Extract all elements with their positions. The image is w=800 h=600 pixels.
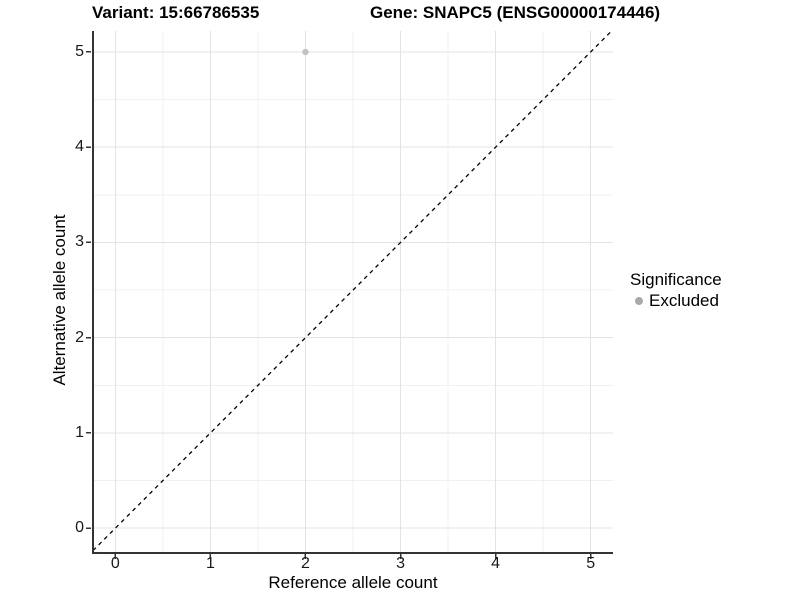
identity-line [92,30,613,552]
legend-title: Significance [630,270,722,289]
y-tick-label: 5 [75,42,84,60]
data-point [302,48,309,56]
gene-title: Gene: SNAPC5 (ENSG00000174446) [370,3,661,22]
y-tick-label: 4 [75,138,84,156]
x-tick-label: 0 [110,555,120,572]
variant-title: Variant: 15:66786535 [92,3,260,22]
excluded-point-icon [635,296,643,305]
x-tick-label: 4 [491,555,501,572]
y-axis-title: Alternative allele count [50,214,69,386]
y-tick-label: 0 [75,519,84,537]
x-tick-label: 1 [205,555,215,572]
y-tick-label: 1 [75,423,84,441]
x-tick-label: 5 [586,555,596,572]
y-tick-label: 2 [75,328,84,346]
legend-item-excluded: Excluded [630,291,722,310]
x-axis-title: Reference allele count [268,573,438,592]
x-tick-label: 2 [301,555,310,572]
legend: Significance Excluded [630,270,722,310]
legend-item-label: Excluded [649,291,719,310]
x-tick-label: 3 [396,555,405,572]
y-tick-label: 3 [75,233,84,251]
